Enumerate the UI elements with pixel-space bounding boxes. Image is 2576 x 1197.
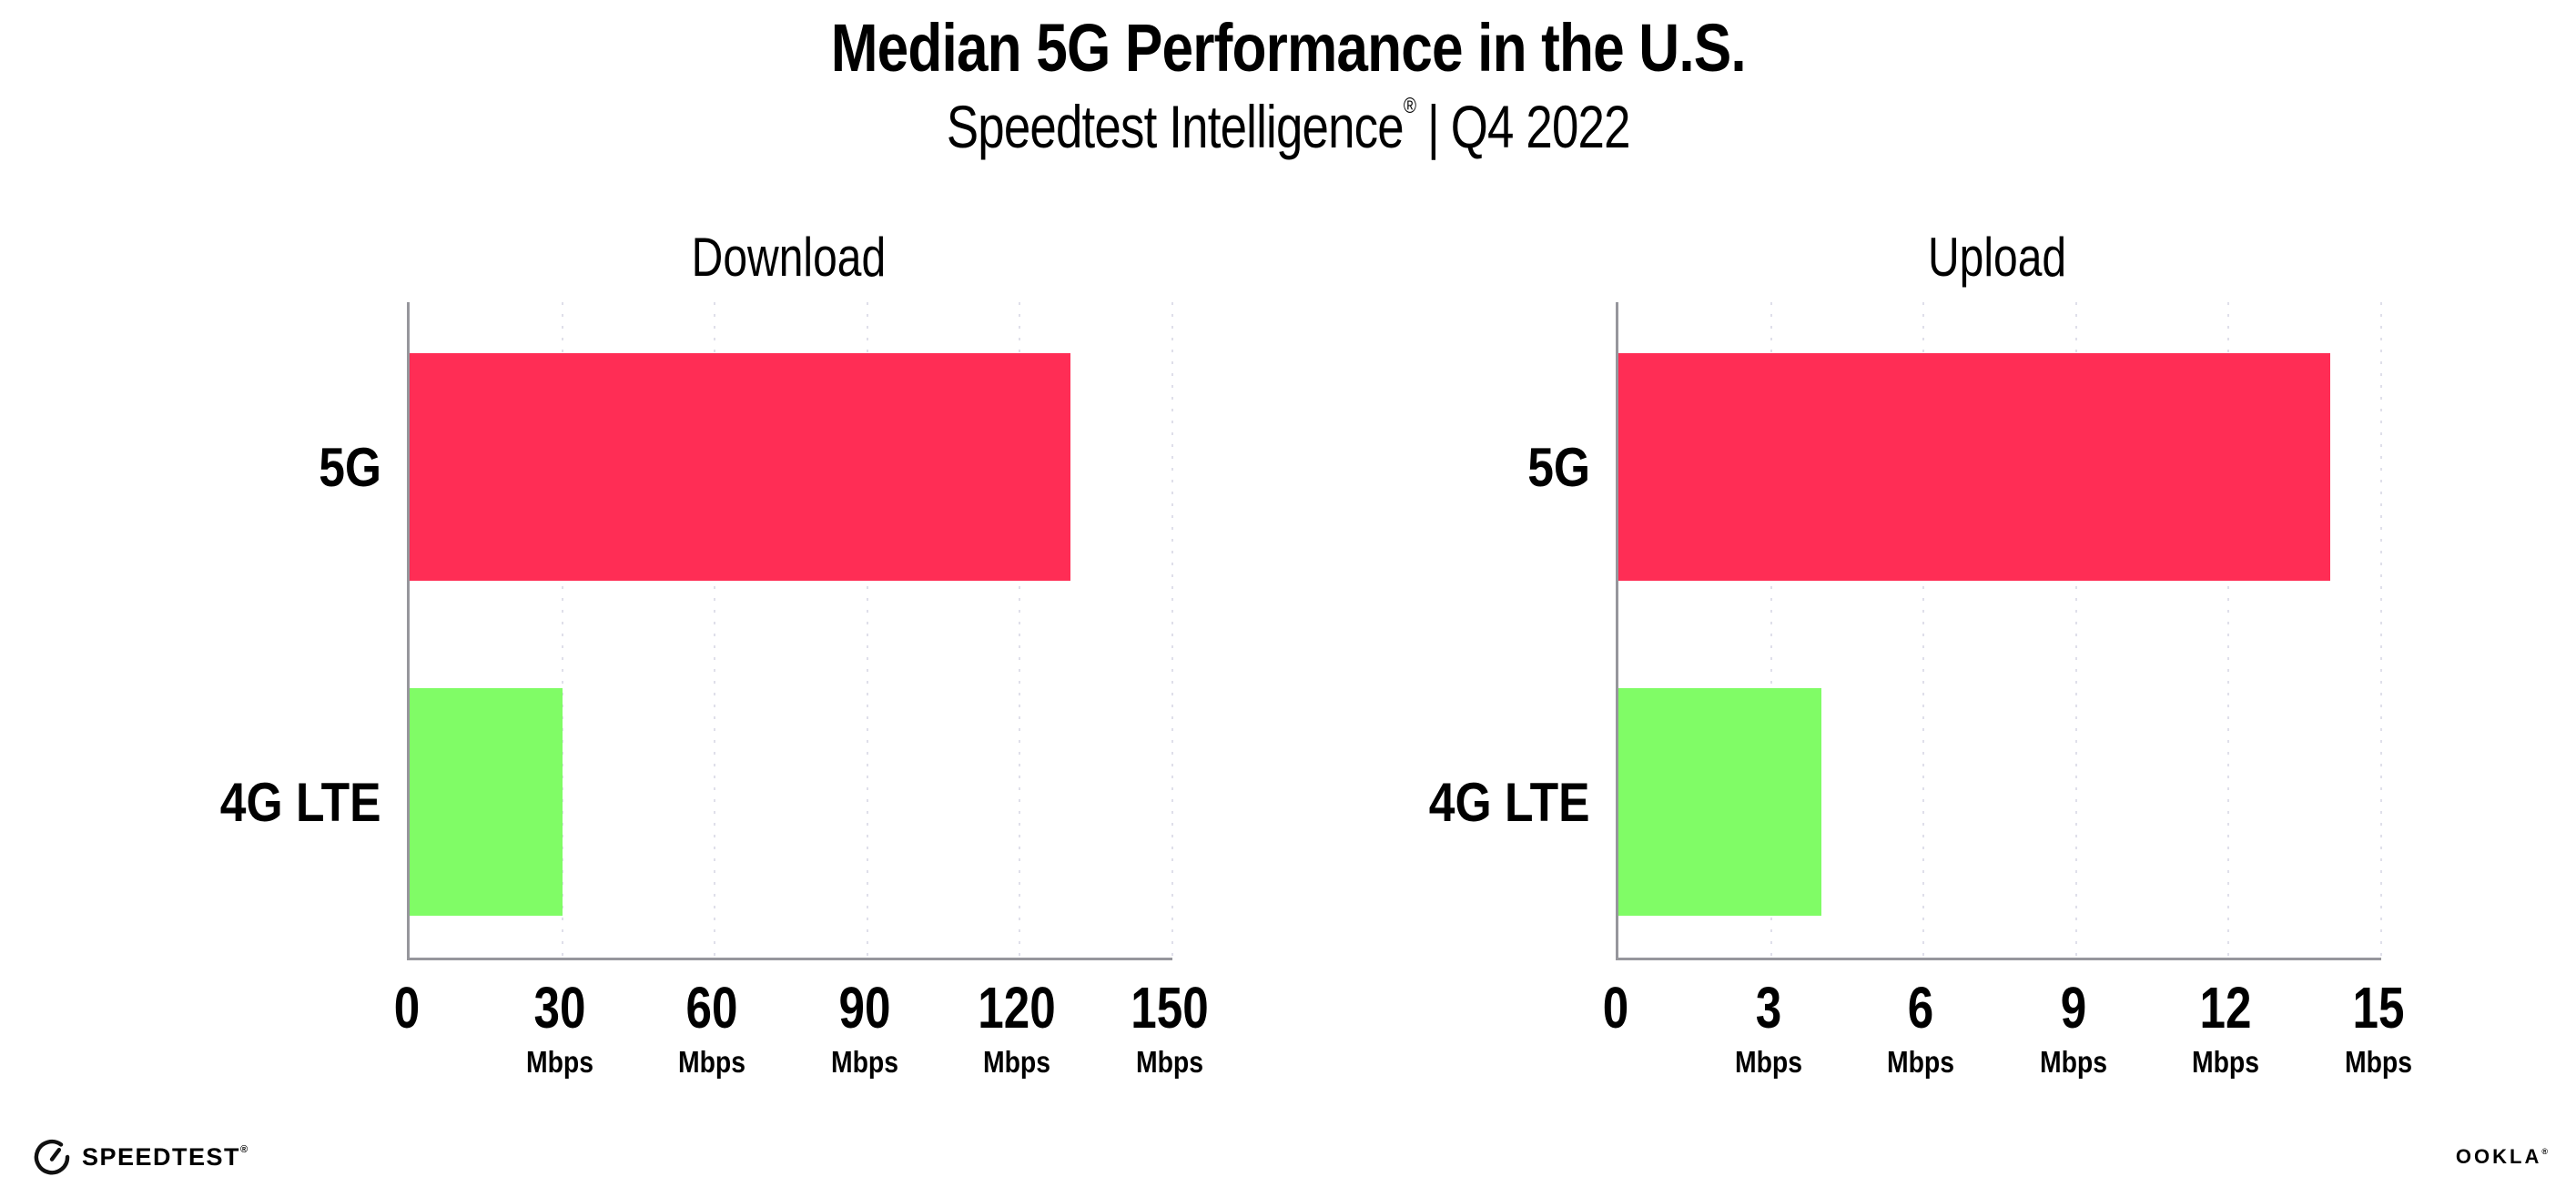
- gridline-30: [561, 302, 563, 958]
- subtitle-period: Q4 2022: [1450, 92, 1630, 160]
- ookla-logo: OOKLA®: [2456, 1145, 2551, 1169]
- bar-4g-lte-download: [410, 688, 563, 916]
- page-title: Median 5G Performance in the U.S.: [0, 10, 2576, 86]
- page-subtitle: Speedtest Intelligence® | Q4 2022: [0, 92, 2576, 161]
- x-tick: 60 Mbps: [678, 975, 746, 1079]
- gridline-60: [714, 302, 716, 958]
- speedtest-gauge-icon: [33, 1138, 71, 1176]
- download-plot-area: [407, 302, 1173, 960]
- subtitle-separator: |: [1426, 92, 1440, 160]
- download-chart: Download 5G 4G LTE 0 30 Mbps 60: [220, 226, 1209, 1136]
- speedtest-wordmark: SPEEDTEST: [82, 1142, 241, 1171]
- x-tick: 30 Mbps: [525, 975, 593, 1079]
- gridline-12: [2227, 302, 2230, 958]
- x-tick: 0: [1602, 975, 1629, 1040]
- subtitle-product: Speedtest Intelligence: [946, 92, 1405, 160]
- category-label-5g: 5G: [1527, 436, 1590, 498]
- ookla-wordmark: OOKLA: [2455, 1145, 2542, 1168]
- bar-5g-upload: [1618, 353, 2331, 581]
- registered-mark: ®: [1403, 93, 1416, 118]
- category-label-4g-lte: 4G LTE: [1429, 771, 1590, 833]
- x-tick: 12 Mbps: [2192, 975, 2260, 1079]
- x-tick: 15 Mbps: [2344, 975, 2413, 1079]
- upload-plot-area: [1616, 302, 2382, 960]
- speedtest-logo: SPEEDTEST®: [33, 1138, 249, 1176]
- x-tick: 9 Mbps: [2039, 975, 2107, 1079]
- bar-4g-lte-upload: [1618, 688, 1822, 916]
- upload-x-axis-ticks: 0 3 Mbps 6 Mbps 9 Mbps 12 Mbps 15 Mbps: [1603, 974, 2412, 1129]
- header: Median 5G Performance in the U.S. Speedt…: [0, 10, 2576, 161]
- x-tick: 0: [393, 975, 421, 1040]
- category-label-5g: 5G: [319, 436, 381, 498]
- gridline-120: [1019, 302, 1021, 958]
- gridline-15: [2380, 302, 2382, 958]
- download-x-axis-ticks: 0 30 Mbps 60 Mbps 90 Mbps 120 Mbps 150 M…: [394, 974, 1209, 1129]
- upload-chart-title: Upload: [1927, 227, 2067, 288]
- download-chart-title: Download: [691, 227, 886, 288]
- x-tick: 150 Mbps: [1131, 975, 1209, 1079]
- gridline-150: [1171, 302, 1173, 958]
- x-tick: 6 Mbps: [1887, 975, 1955, 1079]
- x-tick: 120 Mbps: [978, 975, 1057, 1079]
- gridline-3: [1770, 302, 1772, 958]
- page-title-text: Median 5G Performance in the U.S.: [830, 10, 1746, 86]
- bar-5g-download: [410, 353, 1071, 581]
- x-tick: 3 Mbps: [1734, 975, 1802, 1079]
- category-label-4g-lte: 4G LTE: [220, 771, 381, 833]
- upload-chart: Upload 5G 4G LTE 0 3 Mbps 6: [1429, 226, 2412, 1136]
- gridline-9: [2074, 302, 2077, 958]
- gridline-6: [1922, 302, 1925, 958]
- gridline-90: [866, 302, 868, 958]
- registered-mark: ®: [240, 1143, 249, 1155]
- registered-mark: ®: [2541, 1147, 2551, 1156]
- x-tick: 90 Mbps: [830, 975, 898, 1079]
